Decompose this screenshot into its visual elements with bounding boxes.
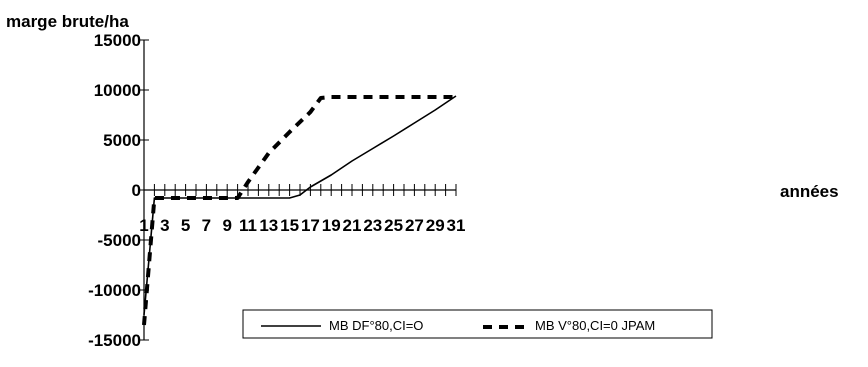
y-tick-labels: 15000 10000 5000 0 -5000 -10000 -15000 [88,31,141,350]
x-tick-label: 15 [280,216,299,235]
y-tick-label: 5000 [103,131,141,150]
y-tick-label: -5000 [98,231,141,250]
y-tick-label: -15000 [88,331,141,350]
legend-label-series-1: MB DF°80,CI=O [329,318,423,333]
x-tick-label: 17 [301,216,320,235]
y-tick-label: 15000 [94,31,141,50]
series-1-line [143,95,457,316]
legend-label-series-2: MB V°80,CI=0 JPAM [535,318,655,333]
x-tick-labels: 1 3 5 7 9 11 13 15 17 19 21 23 25 27 29 31 [139,216,465,235]
axes [139,39,457,341]
x-tick-label: 25 [384,216,403,235]
x-tick-label: 27 [405,216,424,235]
x-tick-label: 31 [447,216,466,235]
x-tick-label: 23 [363,216,382,235]
x-tick-label: 3 [160,216,169,235]
x-tick-label: 1 [139,216,148,235]
x-tick-label: 5 [181,216,190,235]
x-tick-label: 11 [239,216,257,235]
x-tick-label: 21 [343,216,362,235]
series-2-line [142,95,456,326]
x-tick-label: 13 [259,216,278,235]
y-axis-title: marge brute/ha [6,12,129,31]
y-tick-label: 10000 [94,81,141,100]
x-tick-label: 29 [426,216,445,235]
x-axis-title: années [780,182,839,201]
legend-box [242,309,713,339]
series-layer [142,95,457,326]
x-tick-label: 9 [222,216,231,235]
x-tick-label: 19 [322,216,341,235]
y-tick-label: 0 [132,181,141,200]
x-tick-label: 7 [202,216,211,235]
y-tick-label: -10000 [88,281,141,300]
legend: MB DF°80,CI=O MB V°80,CI=0 JPAM [242,309,713,339]
